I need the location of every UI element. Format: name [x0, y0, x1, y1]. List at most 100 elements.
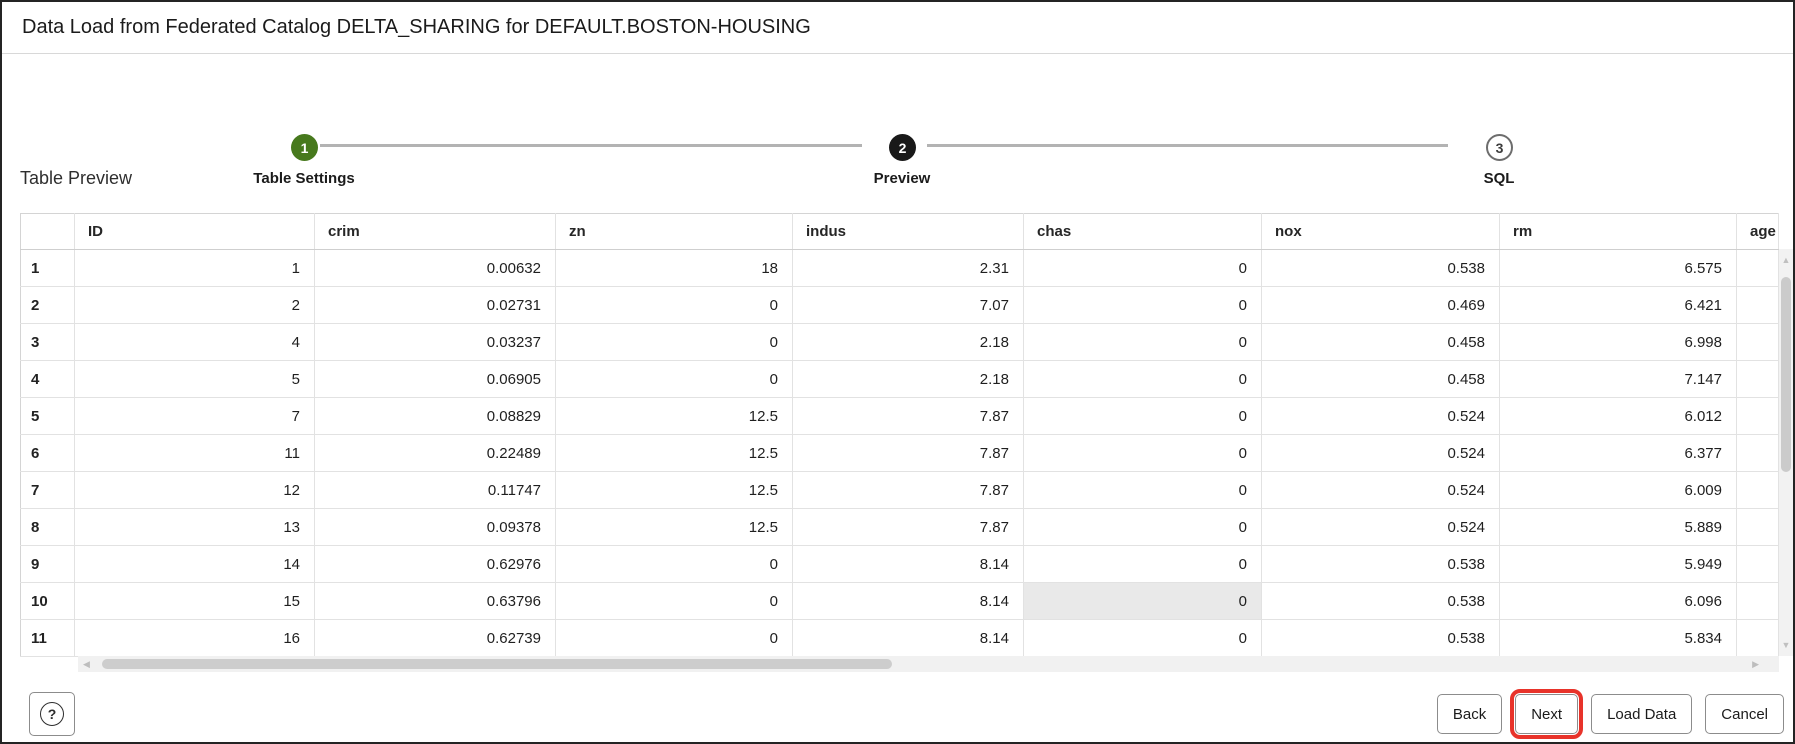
cell-id[interactable]: 1	[74, 249, 315, 287]
cell-crim[interactable]: 0.02731	[314, 286, 556, 324]
cell-id[interactable]: 2	[74, 286, 315, 324]
cell-crim[interactable]: 0.11747	[314, 471, 556, 509]
cell-indus[interactable]: 2.31	[792, 249, 1024, 287]
cell-crim[interactable]: 0.00632	[314, 249, 556, 287]
cell-zn[interactable]: 12.5	[555, 508, 793, 546]
cell-chas[interactable]: 0	[1023, 360, 1262, 398]
cell-age[interactable]	[1736, 286, 1779, 324]
cell-zn[interactable]: 0	[555, 286, 793, 324]
cell-nox[interactable]: 0.469	[1261, 286, 1500, 324]
cell-age[interactable]	[1736, 545, 1779, 583]
cell-crim[interactable]: 0.62739	[314, 619, 556, 657]
cell-zn[interactable]: 12.5	[555, 397, 793, 435]
cell-age[interactable]	[1736, 360, 1779, 398]
cell-zn[interactable]: 0	[555, 582, 793, 620]
cell-id[interactable]: 11	[74, 434, 315, 472]
cell-nox[interactable]: 0.524	[1261, 397, 1500, 435]
cell-id[interactable]: 15	[74, 582, 315, 620]
cell-id[interactable]: 13	[74, 508, 315, 546]
cell-indus[interactable]: 2.18	[792, 360, 1024, 398]
cell-age[interactable]	[1736, 619, 1779, 657]
cell-nox[interactable]: 0.538	[1261, 619, 1500, 657]
cell-rm[interactable]: 6.009	[1499, 471, 1737, 509]
cell-rm[interactable]: 6.998	[1499, 323, 1737, 361]
cell-rm[interactable]: 5.949	[1499, 545, 1737, 583]
cell-age[interactable]	[1736, 397, 1779, 435]
cell-crim[interactable]: 0.08829	[314, 397, 556, 435]
cell-id[interactable]: 4	[74, 323, 315, 361]
cell-indus[interactable]: 7.87	[792, 434, 1024, 472]
cell-id[interactable]: 14	[74, 545, 315, 583]
cell-crim[interactable]: 0.06905	[314, 360, 556, 398]
cell-chas[interactable]: 0	[1023, 323, 1262, 361]
cell-crim[interactable]: 0.22489	[314, 434, 556, 472]
step-1-circle[interactable]: 1	[291, 134, 318, 161]
next-button[interactable]: Next	[1510, 689, 1584, 739]
cell-chas[interactable]: 0	[1023, 397, 1262, 435]
cell-rm[interactable]: 6.377	[1499, 434, 1737, 472]
cell-indus[interactable]: 7.87	[792, 508, 1024, 546]
vertical-scrollbar-thumb[interactable]	[1781, 277, 1791, 472]
cell-zn[interactable]: 0	[555, 360, 793, 398]
cell-zn[interactable]: 0	[555, 545, 793, 583]
cell-nox[interactable]: 0.458	[1261, 360, 1500, 398]
cell-age[interactable]	[1736, 508, 1779, 546]
horizontal-scrollbar[interactable]: ◀ ▶	[78, 656, 1779, 672]
cell-age[interactable]	[1736, 471, 1779, 509]
cell-crim[interactable]: 0.09378	[314, 508, 556, 546]
cell-zn[interactable]: 0	[555, 619, 793, 657]
cell-rm[interactable]: 5.834	[1499, 619, 1737, 657]
cell-crim[interactable]: 0.03237	[314, 323, 556, 361]
scroll-left-icon[interactable]: ◀	[83, 659, 90, 669]
cell-id[interactable]: 5	[74, 360, 315, 398]
cell-chas[interactable]: 0	[1023, 545, 1262, 583]
cell-chas[interactable]: 0	[1023, 508, 1262, 546]
help-button[interactable]: ?	[29, 692, 75, 736]
cell-age[interactable]	[1736, 434, 1779, 472]
cell-zn[interactable]: 12.5	[555, 471, 793, 509]
cell-id[interactable]: 7	[74, 397, 315, 435]
cell-id[interactable]: 12	[74, 471, 315, 509]
cell-nox[interactable]: 0.538	[1261, 545, 1500, 583]
cell-age[interactable]	[1736, 323, 1779, 361]
cell-indus[interactable]: 2.18	[792, 323, 1024, 361]
cell-nox[interactable]: 0.524	[1261, 434, 1500, 472]
scroll-up-icon[interactable]: ▲	[1781, 255, 1791, 265]
cell-nox[interactable]: 0.538	[1261, 249, 1500, 287]
cell-zn[interactable]: 12.5	[555, 434, 793, 472]
back-button[interactable]: Back	[1436, 694, 1503, 734]
cell-zn[interactable]: 0	[555, 323, 793, 361]
cell-rm[interactable]: 6.096	[1499, 582, 1737, 620]
cell-indus[interactable]: 8.14	[792, 619, 1024, 657]
cell-chas[interactable]: 0	[1023, 471, 1262, 509]
cell-age[interactable]	[1736, 582, 1779, 620]
cell-nox[interactable]: 0.524	[1261, 471, 1500, 509]
cell-rm[interactable]: 6.575	[1499, 249, 1737, 287]
cell-nox[interactable]: 0.524	[1261, 508, 1500, 546]
cell-nox[interactable]: 0.458	[1261, 323, 1500, 361]
cell-age[interactable]	[1736, 249, 1779, 287]
cell-rm[interactable]: 6.012	[1499, 397, 1737, 435]
cell-chas[interactable]: 0	[1023, 286, 1262, 324]
scroll-down-icon[interactable]: ▼	[1781, 640, 1791, 650]
cell-indus[interactable]: 8.14	[792, 582, 1024, 620]
cell-chas[interactable]: 0	[1023, 249, 1262, 287]
cell-chas[interactable]: 0	[1023, 619, 1262, 657]
cell-nox[interactable]: 0.538	[1261, 582, 1500, 620]
vertical-scrollbar[interactable]: ▲ ▼	[1779, 249, 1793, 656]
cancel-button[interactable]: Cancel	[1705, 694, 1784, 734]
step-3-circle[interactable]: 3	[1486, 134, 1513, 161]
cell-rm[interactable]: 5.889	[1499, 508, 1737, 546]
cell-chas[interactable]: 0	[1023, 434, 1262, 472]
cell-rm[interactable]: 7.147	[1499, 360, 1737, 398]
cell-zn[interactable]: 18	[555, 249, 793, 287]
cell-indus[interactable]: 7.07	[792, 286, 1024, 324]
cell-indus[interactable]: 7.87	[792, 397, 1024, 435]
step-2-circle[interactable]: 2	[889, 134, 916, 161]
cell-crim[interactable]: 0.63796	[314, 582, 556, 620]
scroll-right-icon[interactable]: ▶	[1752, 659, 1759, 669]
cell-crim[interactable]: 0.62976	[314, 545, 556, 583]
cell-id[interactable]: 16	[74, 619, 315, 657]
cell-indus[interactable]: 7.87	[792, 471, 1024, 509]
cell-chas-highlighted[interactable]: 0	[1023, 582, 1262, 620]
